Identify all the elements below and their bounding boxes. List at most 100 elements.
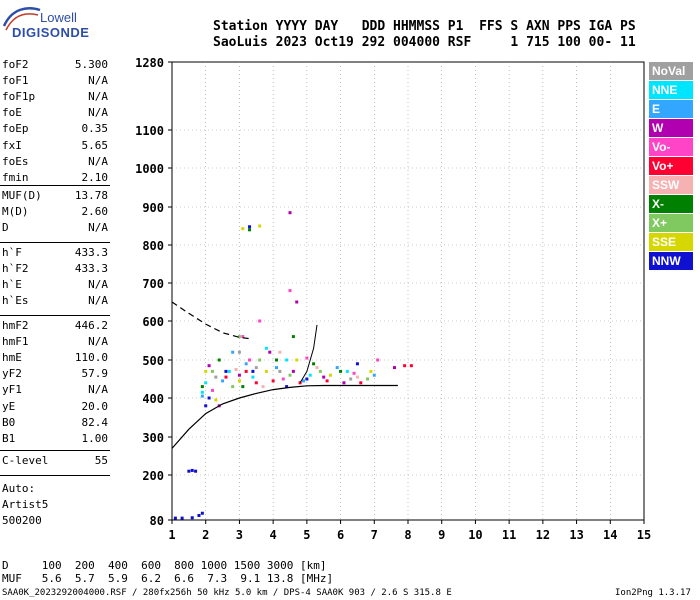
echo-point-x	[291, 335, 295, 339]
echo-point-ssw	[261, 385, 265, 389]
profile-curve-dashed	[171, 301, 250, 340]
echo-point-ssw	[234, 368, 238, 371]
echo-point-ssw	[355, 375, 359, 379]
x-tick-label: 2	[202, 528, 209, 542]
echo-point-vo	[325, 379, 329, 383]
parameter-value: N/A	[88, 383, 108, 397]
header-line-1: Station YYYY DAY DDD HHMMSS P1 FFS S AXN…	[213, 19, 636, 34]
footer-distance-line: D 100 200 400 600 800 1000 1500 3000 [km…	[2, 559, 327, 572]
parameter-value: 5.65	[81, 138, 109, 152]
echo-point-ssw	[315, 366, 319, 370]
echo-point-e	[335, 366, 339, 370]
parameter-name: yF1	[2, 383, 22, 397]
parameter-value: 82.4	[81, 415, 109, 429]
echo-point-vo	[376, 358, 380, 362]
echo-point-nnw	[187, 469, 191, 473]
echo-point-sse	[264, 369, 268, 373]
parameter-name: C-level	[2, 454, 49, 467]
parameter-value: 433.3	[74, 246, 108, 259]
echo-point-vo	[248, 358, 252, 362]
parameter-value: N/A	[88, 74, 108, 88]
echo-point-ssw	[278, 350, 282, 354]
echo-point-noval	[349, 377, 353, 381]
echo-point-nnw	[190, 516, 194, 520]
parameter-value: N/A	[88, 90, 108, 104]
echo-point-vo	[359, 381, 363, 385]
x-tick-label: 1	[168, 528, 175, 542]
trace-segment	[299, 324, 318, 384]
parameter-name: hmF2	[2, 319, 29, 332]
x-tick-label: 8	[404, 528, 411, 542]
echo-point-noval	[214, 375, 218, 379]
echo-point-noval	[278, 369, 282, 373]
echo-point-sse	[237, 379, 241, 383]
parameter-value: 433.3	[74, 262, 108, 276]
echo-point-e	[244, 362, 248, 366]
y-tick-label: 400	[142, 392, 164, 406]
parameter-name: h`Es	[2, 294, 29, 308]
echo-point-nnw	[197, 514, 201, 517]
parameter-value: 2.60	[81, 205, 109, 219]
x-tick-label: 15	[637, 528, 651, 542]
legend-item-vo: Vo-	[649, 138, 693, 156]
parameter-name: foEs	[2, 154, 29, 168]
echo-point-sse	[369, 369, 373, 373]
echo-point-e	[301, 379, 305, 383]
parameter-value: 2.10	[81, 170, 109, 184]
parameter-value: 13.78	[74, 189, 108, 202]
echo-point-sse	[328, 373, 332, 377]
echo-point-vo	[224, 375, 228, 379]
legend-item-ssw: SSW	[649, 176, 693, 194]
parameter-name: foEp	[2, 122, 29, 136]
echo-point-vo	[210, 388, 214, 392]
parameter-value: N/A	[88, 154, 108, 168]
legend-item-w: W	[649, 119, 693, 137]
y-tick-label: 500	[142, 354, 164, 368]
x-tick-label: 14	[603, 528, 617, 542]
parameter-name: foF1p	[2, 90, 36, 104]
echo-point-sse	[295, 358, 299, 362]
echo-point-x	[231, 385, 235, 389]
x-tick-label: 7	[371, 528, 378, 542]
legend-item-sse: SSE	[649, 233, 693, 251]
y-tick-label: 1280	[135, 56, 164, 70]
echo-point-sse	[258, 224, 262, 228]
parameter-separator	[0, 450, 110, 451]
y-tick-label: 200	[142, 469, 164, 483]
parameter-name: MUF(D)	[2, 189, 42, 202]
parameter-value: N/A	[88, 106, 108, 120]
x-tick-label: 13	[569, 528, 583, 542]
echo-point-e	[221, 379, 225, 383]
y-tick-label: 900	[142, 201, 164, 215]
echo-point-nne	[345, 369, 349, 373]
echo-point-nne	[308, 373, 312, 377]
echo-point-w	[342, 381, 346, 385]
echo-point-sse	[204, 369, 208, 373]
parameter-value: 57.9	[81, 367, 109, 381]
parameter-value: N/A	[88, 221, 108, 235]
echo-point-x	[366, 377, 370, 381]
parameter-name: yE	[2, 399, 16, 413]
legend-item-noval: NoVal	[649, 62, 693, 80]
echo-point-x	[217, 358, 221, 362]
echo-point-x	[210, 369, 214, 373]
parameter-value: 1.00	[81, 431, 109, 445]
echo-point-x	[200, 385, 204, 389]
echo-point-x	[258, 358, 262, 362]
parameter-separator	[0, 242, 110, 243]
legend-item-e: E	[649, 100, 693, 118]
echo-point-w	[322, 375, 326, 379]
echo-point-w	[393, 366, 397, 370]
parameter-value: N/A	[88, 278, 108, 292]
legend-item-nnw: NNW	[649, 252, 693, 270]
echo-point-nnw	[285, 385, 289, 389]
parameter-name: fmin	[2, 170, 29, 184]
echo-point-vo	[241, 335, 245, 339]
echo-point-nnw	[248, 225, 252, 229]
echo-point-vo	[258, 319, 262, 323]
footer-file-info: SAA0K_2023292004000.RSF / 280fx256h 50 k…	[2, 588, 452, 598]
echo-point-w	[207, 364, 211, 368]
parameter-name: D	[2, 221, 9, 235]
x-tick-label: 11	[502, 528, 516, 542]
